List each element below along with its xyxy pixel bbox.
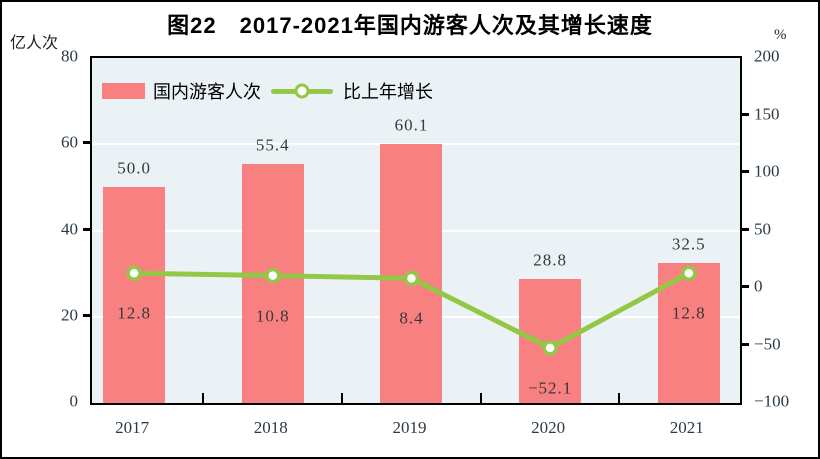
x-axis-label-2020: 2020 [531, 418, 566, 437]
legend: 国内游客人次 比上年增长 [102, 78, 443, 104]
line-marker-2017 [126, 265, 142, 282]
legend-label-line: 比上年增长 [343, 82, 433, 102]
line-marker-2018 [265, 267, 281, 284]
legend-circle-marker-icon [294, 83, 310, 99]
growth-value-label: 8.4 [399, 308, 424, 328]
right-axis-tick [742, 112, 749, 116]
bar-value-label: 55.4 [255, 135, 290, 155]
growth-value-label: 12.8 [671, 303, 706, 323]
left-axis-unit: 亿人次 [10, 35, 59, 52]
line-marker-2019 [403, 270, 420, 287]
right-axis-tick-label: 50 [754, 219, 771, 238]
right-axis-tick-label: −100 [754, 391, 790, 411]
growth-value-label: 10.8 [255, 306, 290, 326]
bar-series-swatch-icon [102, 83, 145, 99]
line-marker-2020 [542, 340, 558, 356]
chart-title: 图22 2017-2021年国内游客人次及其增长速度 [167, 13, 653, 38]
x-axis-label-2017: 2017 [115, 418, 150, 437]
right-axis-tick-label: −50 [754, 334, 781, 353]
growth-value-label: 12.8 [117, 303, 151, 323]
right-axis-tick-label: 150 [754, 104, 780, 123]
bar-value-label: 28.8 [533, 250, 567, 270]
right-axis-tick-label: 0 [754, 276, 763, 296]
right-axis-tick [742, 285, 749, 288]
bar-2017 [103, 187, 166, 403]
right-axis-tick [742, 227, 749, 231]
right-axis-tick-label: 100 [754, 161, 780, 181]
bar-2018 [241, 164, 304, 403]
left-axis-tick [83, 141, 90, 145]
plot-area: 50.0 55.4 60.1 28.8 32.5 12.8 10.8 8.4 −52.1 12.8… [90, 56, 742, 405]
bar-value-label: 60.1 [394, 115, 429, 135]
left-axis-tick-label: 0 [69, 391, 79, 411]
bar-value-label: 50.0 [117, 158, 151, 178]
left-axis-tick-label: 80 [61, 46, 78, 66]
right-axis-unit: % [774, 27, 787, 43]
line-series-swatch-icon [271, 82, 333, 100]
x-axis-label-2021: 2021 [669, 418, 704, 437]
left-axis-tick-label: 20 [61, 305, 78, 325]
left-axis-tick-label: 60 [61, 132, 78, 152]
legend-label-bars: 国内游客人次 [153, 82, 261, 102]
x-axis-tick [341, 393, 344, 403]
line-marker-2021 [681, 265, 697, 282]
bar-value-label: 32.5 [671, 234, 706, 254]
growth-value-label: −52.1 [527, 378, 573, 398]
left-axis-tick-label: 40 [61, 219, 78, 238]
right-axis-tick-label: 200 [754, 46, 780, 66]
right-axis-tick [742, 170, 749, 173]
x-axis-tick [618, 393, 621, 403]
x-axis-tick [202, 393, 205, 403]
right-axis-tick [742, 342, 749, 346]
left-axis-tick [83, 227, 90, 231]
x-axis-label-2019: 2019 [392, 418, 427, 437]
left-axis-tick [83, 313, 90, 317]
x-axis-tick [479, 393, 482, 403]
growth-line-chart [126, 265, 697, 356]
x-axis-label-2018: 2018 [253, 418, 288, 437]
